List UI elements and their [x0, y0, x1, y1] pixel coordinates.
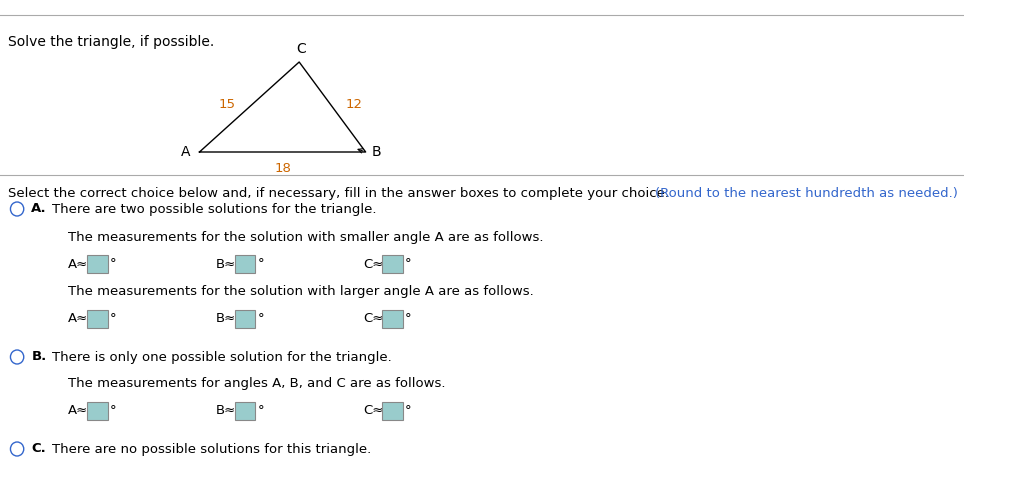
Text: °: °: [258, 405, 264, 417]
FancyBboxPatch shape: [382, 310, 403, 328]
Text: (Round to the nearest hundredth as needed.): (Round to the nearest hundredth as neede…: [656, 187, 958, 200]
Text: A≈: A≈: [68, 405, 88, 417]
Text: 18: 18: [274, 162, 291, 175]
Text: There are no possible solutions for this triangle.: There are no possible solutions for this…: [52, 442, 371, 455]
Text: Solve the triangle, if possible.: Solve the triangle, if possible.: [7, 35, 214, 49]
Text: The measurements for the solution with smaller angle A are as follows.: The measurements for the solution with s…: [68, 231, 544, 244]
Text: C≈: C≈: [362, 257, 384, 270]
Text: °: °: [111, 405, 117, 417]
Text: B: B: [371, 145, 381, 159]
Text: B≈: B≈: [215, 405, 235, 417]
FancyBboxPatch shape: [87, 310, 109, 328]
Text: B≈: B≈: [215, 313, 235, 326]
FancyBboxPatch shape: [382, 402, 403, 420]
Text: °: °: [258, 257, 264, 270]
Text: A≈: A≈: [68, 257, 88, 270]
Text: C: C: [296, 42, 306, 56]
Text: 12: 12: [346, 98, 362, 111]
Text: °: °: [405, 405, 411, 417]
Text: B.: B.: [31, 350, 47, 363]
FancyBboxPatch shape: [382, 255, 403, 273]
FancyBboxPatch shape: [87, 255, 109, 273]
Text: 15: 15: [219, 98, 236, 111]
Text: °: °: [111, 257, 117, 270]
Text: The measurements for angles A, B, and C are as follows.: The measurements for angles A, B, and C …: [68, 378, 446, 391]
FancyBboxPatch shape: [234, 255, 256, 273]
Text: There is only one possible solution for the triangle.: There is only one possible solution for …: [52, 350, 392, 363]
Text: C≈: C≈: [362, 405, 384, 417]
Text: B≈: B≈: [215, 257, 235, 270]
Text: A: A: [181, 145, 190, 159]
Text: The measurements for the solution with larger angle A are as follows.: The measurements for the solution with l…: [68, 285, 534, 299]
FancyBboxPatch shape: [234, 310, 256, 328]
Text: There are two possible solutions for the triangle.: There are two possible solutions for the…: [52, 202, 377, 216]
Text: A≈: A≈: [68, 313, 88, 326]
Text: °: °: [405, 257, 411, 270]
Text: °: °: [111, 313, 117, 326]
Text: Select the correct choice below and, if necessary, fill in the answer boxes to c: Select the correct choice below and, if …: [7, 187, 673, 200]
FancyBboxPatch shape: [234, 402, 256, 420]
Text: °: °: [258, 313, 264, 326]
Text: A.: A.: [31, 202, 47, 216]
Text: C.: C.: [31, 442, 46, 455]
Text: C≈: C≈: [362, 313, 384, 326]
Text: °: °: [405, 313, 411, 326]
FancyBboxPatch shape: [87, 402, 109, 420]
